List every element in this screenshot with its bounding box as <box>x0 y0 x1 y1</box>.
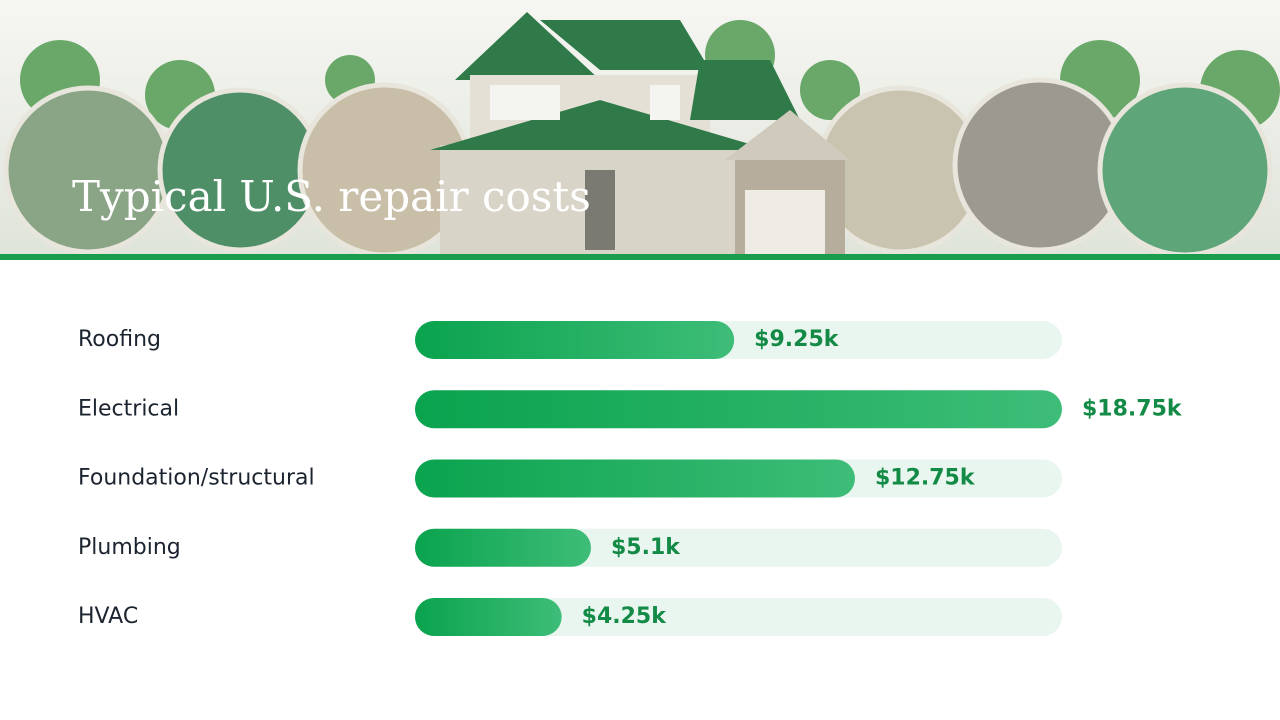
value-label: $18.75k <box>1082 396 1183 421</box>
bar <box>415 390 1062 429</box>
category-label: Electrical <box>78 396 179 421</box>
bar <box>415 598 562 636</box>
banner-rule <box>0 254 1280 260</box>
value-label: $12.75k <box>875 466 976 491</box>
bar <box>415 459 855 498</box>
value-label: $4.25k <box>582 604 668 629</box>
category-label: HVAC <box>78 604 138 629</box>
category-label: Roofing <box>78 327 161 352</box>
category-label: Foundation/structural <box>78 466 315 491</box>
banner <box>0 0 1280 260</box>
value-label: $5.1k <box>611 535 681 560</box>
house <box>430 12 850 257</box>
category-label: Plumbing <box>78 535 181 560</box>
chart-title: Typical U.S. repair costs <box>72 172 591 221</box>
value-label: $9.25k <box>754 327 840 352</box>
bar <box>415 321 735 359</box>
bar-track <box>415 598 1062 636</box>
bar <box>415 528 591 567</box>
